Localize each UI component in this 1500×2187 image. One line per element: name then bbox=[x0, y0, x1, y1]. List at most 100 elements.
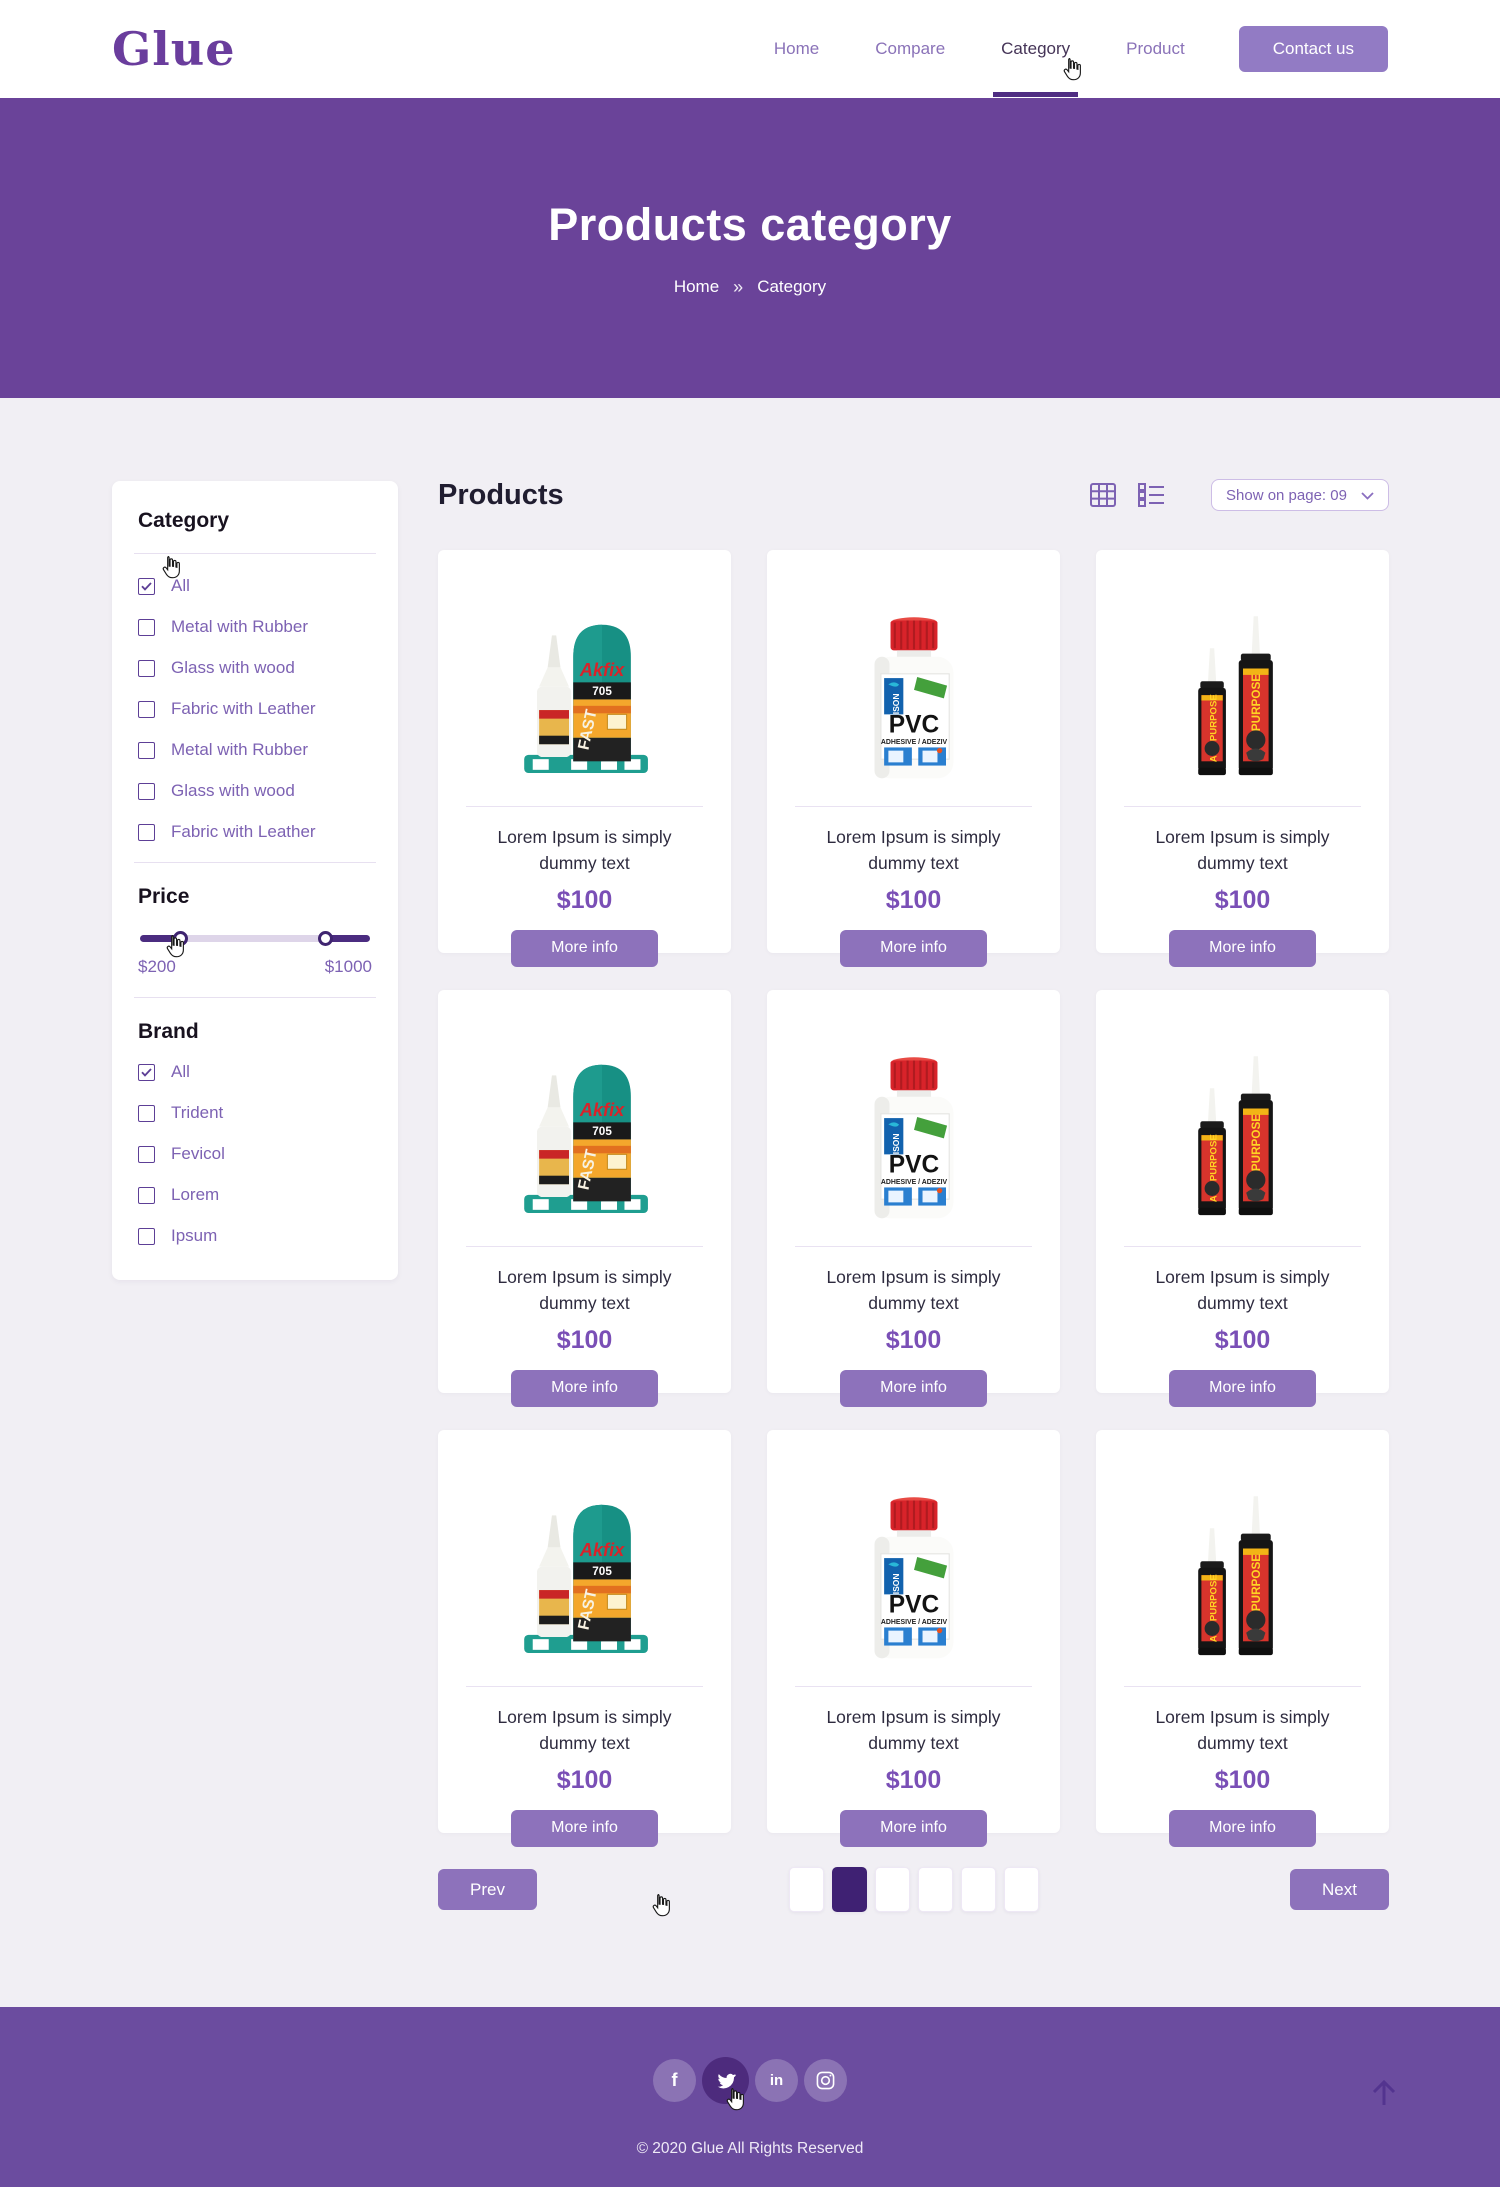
price-range-slider[interactable] bbox=[140, 931, 370, 946]
product-price: $100 bbox=[885, 885, 942, 914]
category-filter-option[interactable]: Metal with Rubber bbox=[138, 740, 372, 760]
checkbox-icon[interactable] bbox=[138, 577, 155, 595]
brand-filter-option[interactable]: Fevicol bbox=[138, 1144, 372, 1164]
svg-text:ADHESIVE / ADEZIV: ADHESIVE / ADEZIV bbox=[880, 739, 947, 746]
grid-view-icon[interactable] bbox=[1090, 483, 1116, 507]
filter-option-label: Fabric with Leather bbox=[171, 822, 316, 841]
show-on-page-select[interactable]: Show on page: 09 bbox=[1211, 479, 1389, 511]
card-divider bbox=[1124, 1686, 1361, 1687]
checkbox-icon[interactable] bbox=[138, 782, 155, 800]
category-filter-option[interactable]: All bbox=[138, 576, 372, 596]
social-link[interactable]: f in bbox=[755, 2059, 798, 2102]
prev-page-button[interactable]: Prev bbox=[438, 1869, 537, 1910]
brand-filter-option[interactable]: Ipsum bbox=[138, 1226, 372, 1246]
filter-sidebar: Category All Metal with Rubber bbox=[112, 481, 398, 1280]
more-info-button[interactable]: More info bbox=[1169, 1369, 1316, 1407]
social-link[interactable]: f in bbox=[702, 2057, 749, 2104]
page-number-button[interactable] bbox=[874, 1867, 910, 1912]
more-info-button[interactable]: More info bbox=[840, 1369, 987, 1407]
checkbox-icon[interactable] bbox=[138, 659, 155, 677]
checkbox-icon[interactable] bbox=[138, 1063, 155, 1081]
svg-text:ALL PURPOSE: ALL PURPOSE bbox=[1208, 1574, 1219, 1643]
hero-banner: Products category Home » Category bbox=[0, 98, 1500, 398]
divider bbox=[134, 553, 376, 554]
divider bbox=[134, 997, 376, 998]
more-info-button[interactable]: More info bbox=[1169, 929, 1316, 967]
page-number-button[interactable] bbox=[788, 1867, 824, 1912]
more-info-button[interactable]: More info bbox=[840, 1809, 987, 1847]
product-price: $100 bbox=[556, 885, 613, 914]
next-page-button[interactable]: Next bbox=[1290, 1869, 1389, 1910]
product-title: Lorem Ipsum is simply dummy text bbox=[497, 1267, 672, 1314]
category-filter-option[interactable]: Glass with wood bbox=[138, 781, 372, 801]
breadcrumb: Home » Category bbox=[674, 277, 826, 298]
products-title: Products bbox=[438, 478, 564, 511]
product-card: Akfix 705 FAST bbox=[767, 1430, 1060, 1847]
logo[interactable]: Glue bbox=[112, 22, 236, 76]
product-card: Akfix 705 FAST bbox=[767, 550, 1060, 967]
category-filter-option[interactable]: Glass with wood bbox=[138, 658, 372, 678]
checkbox-icon[interactable] bbox=[138, 741, 155, 759]
card-divider bbox=[795, 1246, 1032, 1247]
more-info-button[interactable]: More info bbox=[511, 1809, 658, 1847]
more-info-button[interactable]: More info bbox=[1169, 1809, 1316, 1847]
social-link[interactable]: f in bbox=[653, 2059, 696, 2102]
category-filter-option[interactable]: Fabric with Leather bbox=[138, 822, 372, 842]
main-nav: Home Compare Category Product Contact us bbox=[772, 1, 1388, 97]
filter-option-label: All bbox=[171, 1062, 190, 1081]
slider-track-right bbox=[326, 935, 370, 942]
product-price: $100 bbox=[885, 1765, 942, 1794]
category-filter-option[interactable]: Fabric with Leather bbox=[138, 699, 372, 719]
checkbox-icon[interactable] bbox=[138, 700, 155, 718]
brand-filter-option[interactable]: Lorem bbox=[138, 1185, 372, 1205]
svg-text:Akfix: Akfix bbox=[578, 660, 624, 680]
product-card: Akfix 705 FAST bbox=[1096, 1430, 1389, 1847]
checkbox-icon[interactable] bbox=[138, 823, 155, 841]
social-link[interactable]: f in bbox=[804, 2059, 847, 2102]
product-title: Lorem Ipsum is simply dummy text bbox=[826, 1267, 1001, 1314]
nav-item-label: Compare bbox=[875, 39, 946, 58]
product-title: Lorem Ipsum is simply dummy text bbox=[826, 827, 1001, 874]
page-number-button[interactable] bbox=[1003, 1867, 1039, 1912]
contact-us-button[interactable]: Contact us bbox=[1238, 26, 1388, 72]
checkbox-icon[interactable] bbox=[138, 1227, 155, 1245]
nav-item[interactable]: Home bbox=[772, 1, 821, 97]
svg-text:BISON: BISON bbox=[891, 1133, 901, 1160]
price-min-label: $200 bbox=[138, 957, 176, 976]
products-header: Products Sho bbox=[438, 475, 1389, 515]
nav-item[interactable]: Compare bbox=[873, 1, 947, 97]
page-number-button[interactable] bbox=[831, 1867, 867, 1912]
scroll-to-top-button[interactable] bbox=[1368, 2077, 1400, 2114]
svg-text:BISON: BISON bbox=[891, 693, 901, 720]
svg-text:ADHESIVE / ADEZIV: ADHESIVE / ADEZIV bbox=[880, 1179, 947, 1186]
more-info-button[interactable]: More info bbox=[511, 929, 658, 967]
brand-filter-option[interactable]: Trident bbox=[138, 1103, 372, 1123]
nav-item-label: Category bbox=[1001, 39, 1071, 58]
nav-item[interactable]: Category bbox=[993, 1, 1079, 97]
breadcrumb-home-link[interactable]: Home bbox=[673, 277, 720, 296]
page-title: Products category bbox=[548, 198, 952, 250]
nav-item[interactable]: Product bbox=[1124, 1, 1187, 97]
products-main: Products Sho bbox=[438, 475, 1389, 1912]
category-filter-option[interactable]: Metal with Rubber bbox=[138, 617, 372, 637]
svg-text:PVC: PVC bbox=[888, 1592, 939, 1619]
brand-filter-option[interactable]: All bbox=[138, 1062, 372, 1082]
slider-handle-min[interactable] bbox=[173, 931, 189, 946]
checkbox-icon[interactable] bbox=[138, 1145, 155, 1163]
show-on-page-value: Show on page: 09 bbox=[1226, 486, 1347, 504]
product-price: $100 bbox=[885, 1325, 942, 1354]
filter-option-label: Ipsum bbox=[171, 1226, 218, 1245]
checkbox-icon[interactable] bbox=[138, 1186, 155, 1204]
brand-filter-list: All Trident Fevicol bbox=[138, 1062, 372, 1246]
page-number-button[interactable] bbox=[917, 1867, 953, 1912]
checkbox-icon[interactable] bbox=[138, 1104, 155, 1122]
list-view-icon[interactable] bbox=[1138, 483, 1165, 507]
checkbox-icon[interactable] bbox=[138, 618, 155, 636]
slider-handle-max[interactable] bbox=[318, 931, 334, 946]
page-number-button[interactable] bbox=[960, 1867, 996, 1912]
svg-text:ALL PURPOSE: ALL PURPOSE bbox=[1208, 1134, 1219, 1203]
content-area: Category All Metal with Rubber bbox=[0, 398, 1500, 2007]
more-info-button[interactable]: More info bbox=[840, 929, 987, 967]
card-divider bbox=[795, 1686, 1032, 1687]
more-info-button[interactable]: More info bbox=[511, 1369, 658, 1407]
